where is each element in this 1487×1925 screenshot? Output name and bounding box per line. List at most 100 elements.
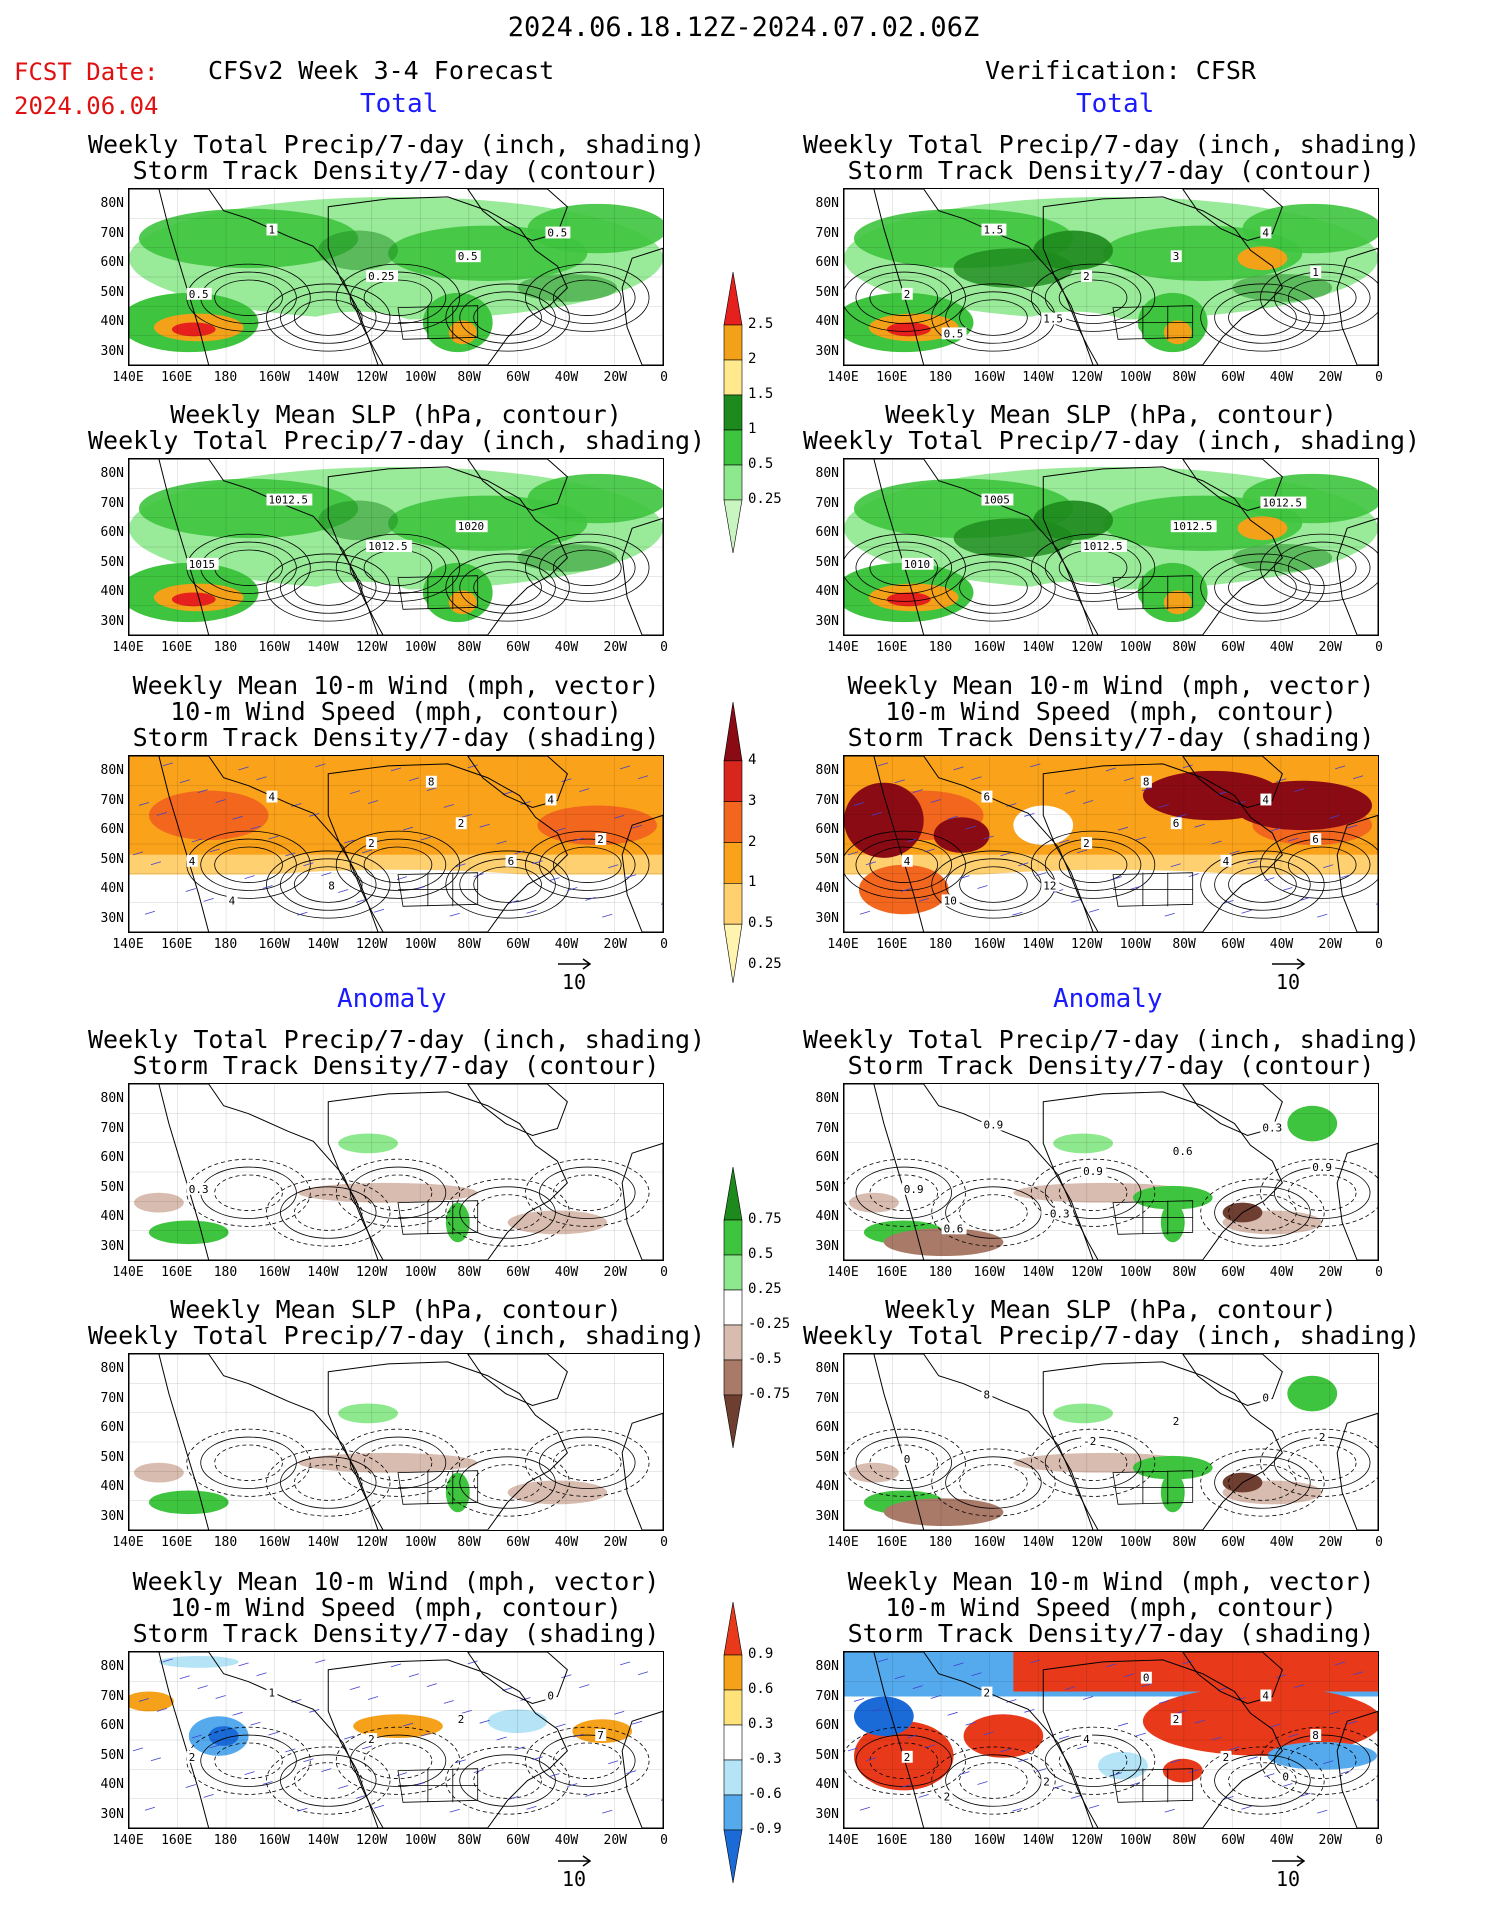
lon-tick-label: 20W	[1318, 370, 1342, 385]
lon-tick-label: 160E	[876, 1833, 908, 1848]
lat-tick-label: 60N	[100, 1150, 124, 1165]
lon-tick-label: 160E	[161, 1535, 193, 1550]
lat-tick-label: 50N	[815, 1747, 839, 1763]
lon-tick-label: 0	[1375, 1265, 1383, 1280]
map-svg: 1015 1012.5 1012.5 1020	[129, 459, 663, 635]
vector-ref-value: 10	[562, 970, 587, 994]
map-area: 2 2 4 2 4 8 2 2 0 2 0	[843, 1651, 1379, 1829]
lon-tick-label: 40W	[554, 1535, 579, 1550]
lat-tick-label: 60N	[100, 525, 124, 540]
lon-tick-label: 120W	[355, 640, 388, 655]
lat-tick-label: 30N	[815, 1238, 839, 1254]
lat-tick-label: 40N	[815, 1777, 839, 1792]
lon-tick-label: 160E	[161, 370, 193, 385]
colorbar-label: 2.5	[748, 316, 774, 332]
lon-tick-label: 160E	[876, 937, 908, 952]
panel-title-line: Weekly Mean SLP (hPa, contour)	[885, 1295, 1337, 1324]
lon-tick-label: 140W	[1022, 937, 1054, 952]
colorbar-svg	[723, 1166, 743, 1449]
contour-label: 4	[1223, 855, 1230, 868]
lon-tick-label: 40W	[1269, 937, 1294, 952]
lon-tick-label: 140E	[112, 937, 144, 952]
lat-tick-label: 60N	[815, 1150, 839, 1165]
panel-title-line: Weekly Mean SLP (hPa, contour)	[170, 400, 622, 429]
lon-tick-label: 140W	[1022, 1265, 1054, 1280]
lon-tick-label: 100W	[1119, 1535, 1152, 1550]
lat-tick-label: 40N	[100, 1209, 124, 1224]
lon-tick-label: 20W	[603, 1265, 627, 1280]
contour-label: 0	[904, 1453, 911, 1466]
lon-tick-label: 180	[928, 1265, 953, 1280]
colorbar-label: 0.3	[748, 1716, 774, 1732]
lat-tick-label: 50N	[815, 851, 839, 867]
lat-tick-label: 70N	[815, 1120, 839, 1136]
lat-tick-label: 80N	[815, 763, 839, 778]
colorbar-label: 3	[748, 792, 757, 809]
map-area: 4 4 2 2 4 2 4 8 8 6	[128, 755, 664, 933]
colorbar-label: 0.25	[748, 956, 782, 972]
lon-tick-label: 60W	[506, 640, 530, 655]
map-svg: 0.3	[129, 1084, 663, 1260]
lon-tick-label: 160W	[258, 1265, 290, 1280]
lat-tick-label: 80N	[100, 466, 124, 481]
lon-tick-label: 0	[660, 937, 668, 952]
panel-title-line: Storm Track Density/7-day (shading)	[132, 723, 660, 752]
lon-tick-label: 60W	[1221, 937, 1245, 952]
lat-tick-label: 60N	[815, 822, 839, 837]
contour-label: 1	[1312, 266, 1319, 279]
panel-title-line: Weekly Mean 10-m Wind (mph, vector)	[847, 671, 1375, 700]
lat-tick-label: 60N	[815, 1718, 839, 1733]
lon-tick-label: 80W	[457, 937, 481, 952]
contour-label: 1	[268, 1687, 275, 1700]
contour-label: 8	[1312, 1729, 1319, 1742]
lon-tick-label: 40W	[1269, 1265, 1294, 1280]
lon-tick-label: 0	[660, 1833, 668, 1848]
contour-label: 2	[189, 1751, 196, 1764]
colorbar-label: -0.9	[748, 1821, 782, 1837]
lon-tick-label: 40W	[554, 937, 579, 952]
lat-tick-label: 40N	[815, 1209, 839, 1224]
lon-tick-label: 140W	[307, 370, 339, 385]
contour-label: 1012.5	[1262, 496, 1302, 509]
colorbar-label: -0.6	[748, 1786, 782, 1802]
lon-tick-label: 40W	[554, 1265, 579, 1280]
lon-tick-label: 100W	[404, 1265, 437, 1280]
lon-tick-label: 100W	[404, 640, 437, 655]
contour-label: 8	[328, 880, 335, 893]
colorbar-svg	[723, 701, 743, 984]
lon-tick-label: 140E	[827, 1535, 859, 1550]
lon-tick-label: 160E	[161, 1265, 193, 1280]
lat-tick-label: 40N	[100, 881, 124, 896]
panel-title-line: 10-m Wind Speed (mph, contour)	[885, 697, 1337, 726]
lat-tick-label: 40N	[100, 314, 124, 329]
contour-label: 0.3	[1262, 1121, 1282, 1134]
lat-tick-label: 40N	[815, 314, 839, 329]
colorbar-label: 0.5	[748, 456, 774, 472]
contour-label: 3	[1173, 250, 1180, 263]
lon-tick-label: 40W	[1269, 1833, 1294, 1848]
lon-tick-label: 20W	[603, 640, 627, 655]
lon-tick-label: 0	[660, 1535, 668, 1550]
contour-label: 0.3	[189, 1183, 209, 1196]
lon-tick-label: 100W	[404, 370, 437, 385]
lat-tick-label: 50N	[100, 1179, 124, 1195]
map-svg: 4 6 2 6 4 6 10 12 8 4	[844, 756, 1378, 932]
colorbar-label: -0.25	[748, 1316, 791, 1332]
contour-label: 2	[904, 288, 911, 301]
lat-tick-label: 30N	[815, 1508, 839, 1524]
contour-label: 2	[597, 833, 604, 846]
panel-title-line: Weekly Mean 10-m Wind (mph, vector)	[132, 671, 660, 700]
lat-tick-label: 30N	[100, 613, 124, 629]
lat-tick-label: 70N	[815, 495, 839, 511]
lon-tick-label: 60W	[506, 937, 530, 952]
lon-tick-label: 100W	[1119, 937, 1152, 952]
lat-tick-label: 60N	[100, 1420, 124, 1435]
lon-tick-label: 160W	[973, 370, 1005, 385]
lon-tick-label: 0	[1375, 640, 1383, 655]
vector-ref-value: 10	[1276, 1867, 1301, 1891]
lon-tick-label: 60W	[1221, 1535, 1245, 1550]
panel-title-line: Weekly Mean SLP (hPa, contour)	[170, 1295, 622, 1324]
vector-ref-value: 10	[562, 1867, 587, 1891]
lon-tick-label: 140W	[307, 1265, 339, 1280]
lon-tick-label: 80W	[457, 1535, 481, 1550]
